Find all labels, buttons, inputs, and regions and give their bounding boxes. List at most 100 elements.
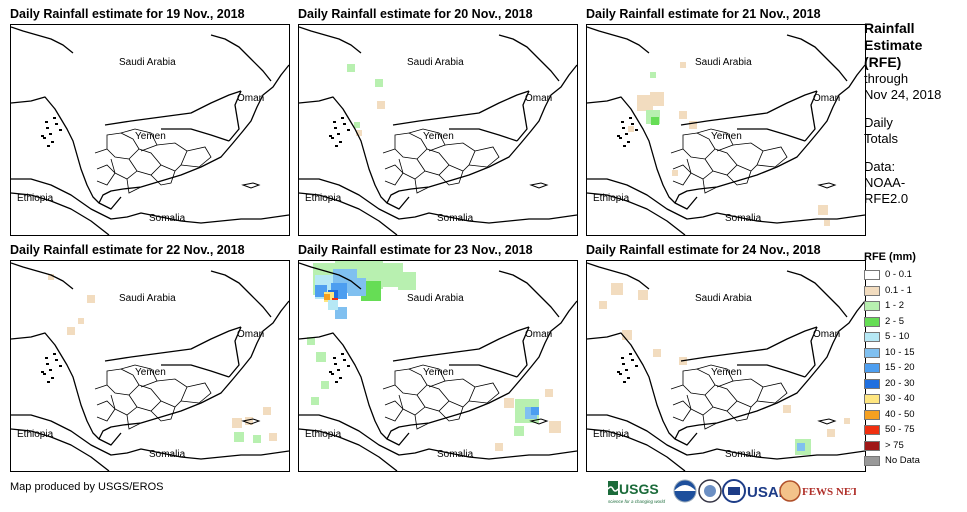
island [334, 363, 337, 365]
governorate-border [120, 128, 158, 152]
island [635, 129, 638, 131]
fewsnet-text: FEWS NET [802, 486, 856, 498]
coastline [210, 270, 272, 318]
country-label-saudi: Saudi Arabia [695, 293, 752, 304]
panel-title: Daily Rainfall estimate for 19 Nov., 201… [10, 7, 245, 21]
country-border [299, 428, 398, 471]
rainfall-map: Saudi Arabia Oman Yemen Ethiopia Somalia [298, 24, 578, 236]
governorate-border [416, 384, 450, 412]
governorate-border [408, 364, 446, 388]
country-border [104, 326, 242, 362]
governorate-border [702, 414, 718, 430]
map-panel: Daily Rainfall estimate for 21 Nov., 201… [586, 4, 866, 236]
usgs-tagline: science for a changing world [608, 499, 666, 504]
coastline [11, 178, 289, 224]
rainfall-cell [599, 301, 607, 309]
country-border [680, 90, 818, 126]
governorate-border [384, 394, 404, 422]
rainfall-cell [375, 79, 383, 87]
island [41, 371, 44, 373]
socotra-island [529, 182, 549, 189]
island [341, 353, 344, 355]
legend-label: 20 - 30 [885, 377, 915, 389]
rainfall-cell [307, 337, 315, 345]
socotra-island [529, 418, 549, 425]
country-label-yemen: Yemen [711, 367, 742, 378]
sidebar-through: through [864, 71, 909, 86]
country-border [11, 192, 110, 235]
island [635, 365, 638, 367]
coastline [674, 64, 865, 204]
coastline [11, 414, 289, 460]
legend-swatch [864, 363, 880, 373]
rainfall-map: Saudi Arabia Oman Yemen Ethiopia Somalia [10, 24, 290, 236]
island [622, 363, 625, 365]
island [59, 365, 62, 367]
country-border [392, 326, 530, 362]
country-label-saudi: Saudi Arabia [407, 57, 464, 68]
island [43, 373, 46, 375]
island [53, 353, 56, 355]
country-label-ethiopia: Ethiopia [593, 429, 630, 440]
legend-swatch [864, 332, 880, 342]
socotra-island [241, 418, 261, 425]
governorate-border [94, 384, 108, 390]
rainfall-map: Saudi Arabia Oman Yemen Ethiopia Somalia [10, 260, 290, 472]
country-border [587, 192, 686, 235]
island [623, 145, 626, 147]
rainfall-cell [67, 327, 75, 335]
country-border [516, 326, 530, 378]
country-border [228, 90, 242, 142]
rainfall-cells [347, 64, 385, 136]
governorate-border [106, 368, 140, 396]
governorate-border [444, 378, 476, 408]
panel-title: Daily Rainfall estimate for 21 Nov., 201… [586, 7, 821, 21]
rainfall-cell [245, 417, 253, 425]
governorate-border [696, 128, 734, 152]
governorate-border [180, 382, 212, 404]
governorate-border [394, 132, 428, 160]
country-label-yemen: Yemen [135, 367, 166, 378]
country-border [161, 364, 230, 378]
socotra-island [241, 182, 261, 189]
country-label-somalia: Somalia [437, 213, 474, 224]
rainfall-cell [638, 290, 648, 300]
rainfall-map-svg: Saudi Arabia Oman Yemen Ethiopia Somalia [11, 26, 289, 235]
rainfall-cell [347, 64, 355, 72]
sidebar-info: Rainfall Estimate (RFE) through Nov 24, … [864, 20, 964, 207]
rainfall-cell [48, 274, 54, 280]
map-panel: Daily Rainfall estimate for 22 Nov., 201… [10, 240, 290, 472]
governorate-border [726, 164, 752, 186]
panel-title: Daily Rainfall estimate for 23 Nov., 201… [298, 243, 533, 257]
sidebar-data-label: Data: [864, 159, 896, 174]
coastline [11, 96, 122, 210]
governorate-border [756, 146, 788, 168]
coastline [587, 96, 698, 210]
island [631, 359, 634, 361]
governorate-border [468, 382, 500, 404]
rainfall-cell [263, 407, 271, 415]
country-border [587, 428, 686, 471]
governorate-border [114, 406, 138, 416]
map-panel: Daily Rainfall estimate for 24 Nov., 201… [586, 240, 866, 472]
country-label-saudi: Saudi Arabia [407, 293, 464, 304]
legend-swatch [864, 425, 880, 435]
island [341, 117, 344, 119]
legend-swatch [864, 347, 880, 358]
country-label-ethiopia: Ethiopia [17, 193, 54, 204]
governorate-border [156, 378, 188, 408]
legend-label: No Data [885, 455, 920, 466]
governorate-border [126, 178, 142, 194]
governorate-border [414, 178, 430, 194]
island [343, 123, 346, 125]
coastline [587, 26, 650, 54]
legend-swatch [864, 394, 880, 404]
sidebar-data-source-2: RFE2.0 [864, 191, 909, 206]
governorate-border [120, 364, 158, 388]
map-credit: Map produced by USGS/EROS [10, 481, 164, 493]
island [334, 127, 337, 129]
island [329, 135, 332, 137]
country-border [104, 90, 242, 126]
island [49, 369, 52, 371]
legend-swatch [864, 409, 880, 420]
